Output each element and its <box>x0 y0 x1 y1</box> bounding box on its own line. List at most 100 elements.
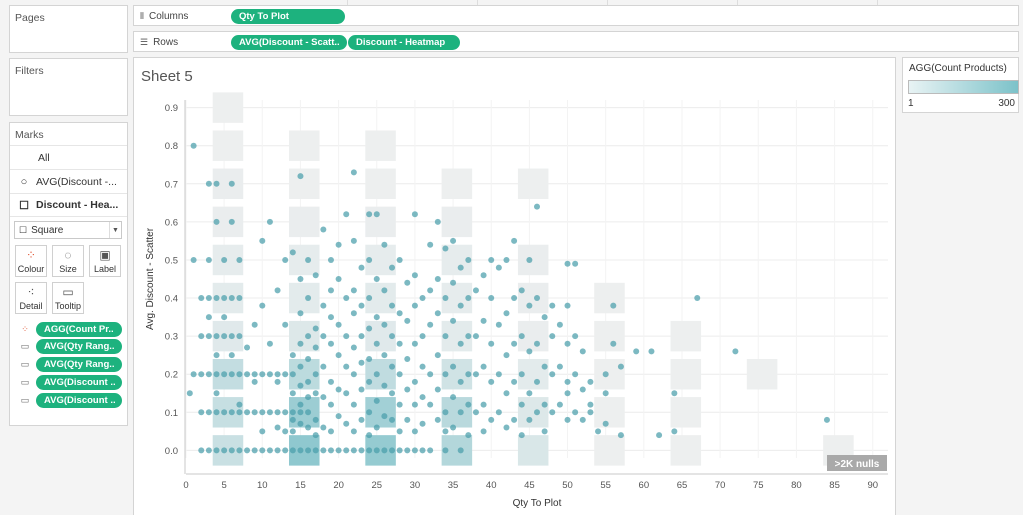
marks-card-all[interactable]: All <box>10 145 127 169</box>
scatter-point <box>221 371 228 378</box>
scatter-point <box>274 409 281 416</box>
mark-type-dropdown[interactable]: ☐ Square ▼ <box>14 221 122 239</box>
y-tick-label: 0.0 <box>165 446 178 457</box>
scatter-point <box>305 394 312 401</box>
scatter-point <box>251 321 258 328</box>
scatter-point <box>244 447 251 454</box>
scatter-point <box>381 382 388 389</box>
scatter-point <box>381 352 388 359</box>
scatter-point <box>373 314 380 321</box>
scatter-point <box>259 237 266 244</box>
colour-legend[interactable]: AGG(Count Products) 1 300 <box>902 57 1019 113</box>
scatter-point <box>274 378 281 385</box>
scatter-point <box>480 272 487 279</box>
scatter-point <box>358 386 365 393</box>
marks-pill-tooltip[interactable]: AVG(Discount .. <box>36 392 122 408</box>
heatmap-cell <box>365 206 396 238</box>
rows-pill-scatter[interactable]: AVG(Discount - Scatt.. <box>231 35 347 50</box>
marks-pill-tooltip[interactable]: AVG(Qty Rang.. <box>36 338 122 354</box>
scatter-point <box>434 352 441 359</box>
scatter-point <box>289 428 296 435</box>
scatter-point <box>327 428 334 435</box>
scatter-point <box>503 256 510 263</box>
scatter-point <box>312 344 319 351</box>
marks-pill-colour[interactable]: AGG(Count Pr.. <box>36 321 122 337</box>
legend-max: 300 <box>998 98 1015 109</box>
scatter-point <box>404 279 411 286</box>
size-button[interactable]: ◌ Size <box>52 245 84 277</box>
scatter-point <box>556 363 563 370</box>
x-tick-label: 20 <box>333 480 344 491</box>
scatter-point <box>579 416 586 423</box>
tooltip-button[interactable]: ▭ Tooltip <box>52 282 84 314</box>
scatter-point <box>389 447 396 454</box>
y-tick-label: 0.4 <box>165 294 178 305</box>
scatter-point <box>320 226 327 233</box>
scatter-point <box>495 409 502 416</box>
scatter-point <box>366 447 373 454</box>
y-tick-label: 0.7 <box>165 179 178 190</box>
null-badge[interactable]: >2K nulls <box>827 455 887 471</box>
rows-shelf[interactable]: ☰ Rows AVG(Discount - Scatt.. Discount -… <box>133 31 1019 52</box>
scatter-point <box>198 295 205 302</box>
scatter-point <box>488 256 495 263</box>
scatter-point <box>411 302 418 309</box>
scatter-point <box>221 314 228 321</box>
colour-button[interactable]: ⁘ Colour <box>15 245 47 277</box>
scatter-point <box>541 401 548 408</box>
scatter-point <box>358 333 365 340</box>
scatter-point <box>236 295 243 302</box>
scatter-point <box>358 416 365 423</box>
filters-panel[interactable]: Filters <box>9 58 128 116</box>
scatter-point <box>305 333 312 340</box>
scatter-point <box>213 333 220 340</box>
scatter-heatmap-chart[interactable]: 0.0 0.1 0.2 0.3 0.4 0.5 0.6 0.7 0.8 0.9 0 5 10 15 20 25… <box>133 90 896 515</box>
columns-pill[interactable]: Qty To Plot <box>231 9 345 24</box>
scatter-point <box>251 378 258 385</box>
heatmap-cell <box>365 358 396 390</box>
y-tick-label: 0.8 <box>165 141 178 152</box>
columns-shelf[interactable]: ⦀ Columns Qty To Plot <box>133 5 1019 26</box>
scatter-point <box>305 355 312 362</box>
columns-shelf-label-wrap: ⦀ Columns <box>140 11 188 22</box>
scatter-point <box>305 447 312 454</box>
scatter-point <box>511 340 518 347</box>
heatmap-cell <box>670 397 702 428</box>
x-tick-label: 55 <box>600 480 611 491</box>
marks-card-scatter[interactable]: ○ AVG(Discount -... <box>10 169 127 193</box>
label-button[interactable]: ▣ Label <box>89 245 121 277</box>
legend-min: 1 <box>908 98 914 109</box>
scatter-point <box>549 371 556 378</box>
scatter-point <box>411 211 418 218</box>
scatter-point <box>488 378 495 385</box>
scatter-point <box>244 344 251 351</box>
colour-dots-icon: ⁘ <box>25 248 37 262</box>
scatter-point <box>472 371 479 378</box>
scatter-point <box>450 279 457 286</box>
scatter-point <box>495 371 502 378</box>
scatter-point <box>205 333 212 340</box>
pages-panel[interactable]: Pages <box>9 5 128 53</box>
marks-card-heatmap[interactable]: ☐ Discount - Hea... <box>10 193 127 217</box>
scatter-point <box>373 340 380 347</box>
scatter-point <box>297 447 304 454</box>
scatter-point <box>381 321 388 328</box>
scatter-point <box>503 424 510 431</box>
scatter-point <box>534 295 540 302</box>
marks-pill-tooltip[interactable]: AVG(Qty Rang.. <box>36 356 122 372</box>
detail-button[interactable]: ⁖ Detail <box>15 282 47 314</box>
scatter-point <box>244 409 251 416</box>
scatter-point <box>511 295 518 302</box>
scatter-point <box>228 447 235 454</box>
rows-pill-heatmap[interactable]: Discount - Heatmap <box>348 35 460 50</box>
scatter-point <box>289 352 296 359</box>
scatter-point <box>732 348 739 355</box>
scatter-point <box>595 428 602 435</box>
scatter-point <box>297 276 304 282</box>
marks-pill-row: ⁘ AGG(Count Pr.. <box>18 321 122 337</box>
marks-pill-tooltip[interactable]: AVG(Discount .. <box>36 374 122 390</box>
scatter-point <box>205 447 212 454</box>
scatter-point <box>228 409 235 416</box>
tooltip-button-label: Tooltip <box>54 301 81 311</box>
scatter-point <box>358 447 365 454</box>
